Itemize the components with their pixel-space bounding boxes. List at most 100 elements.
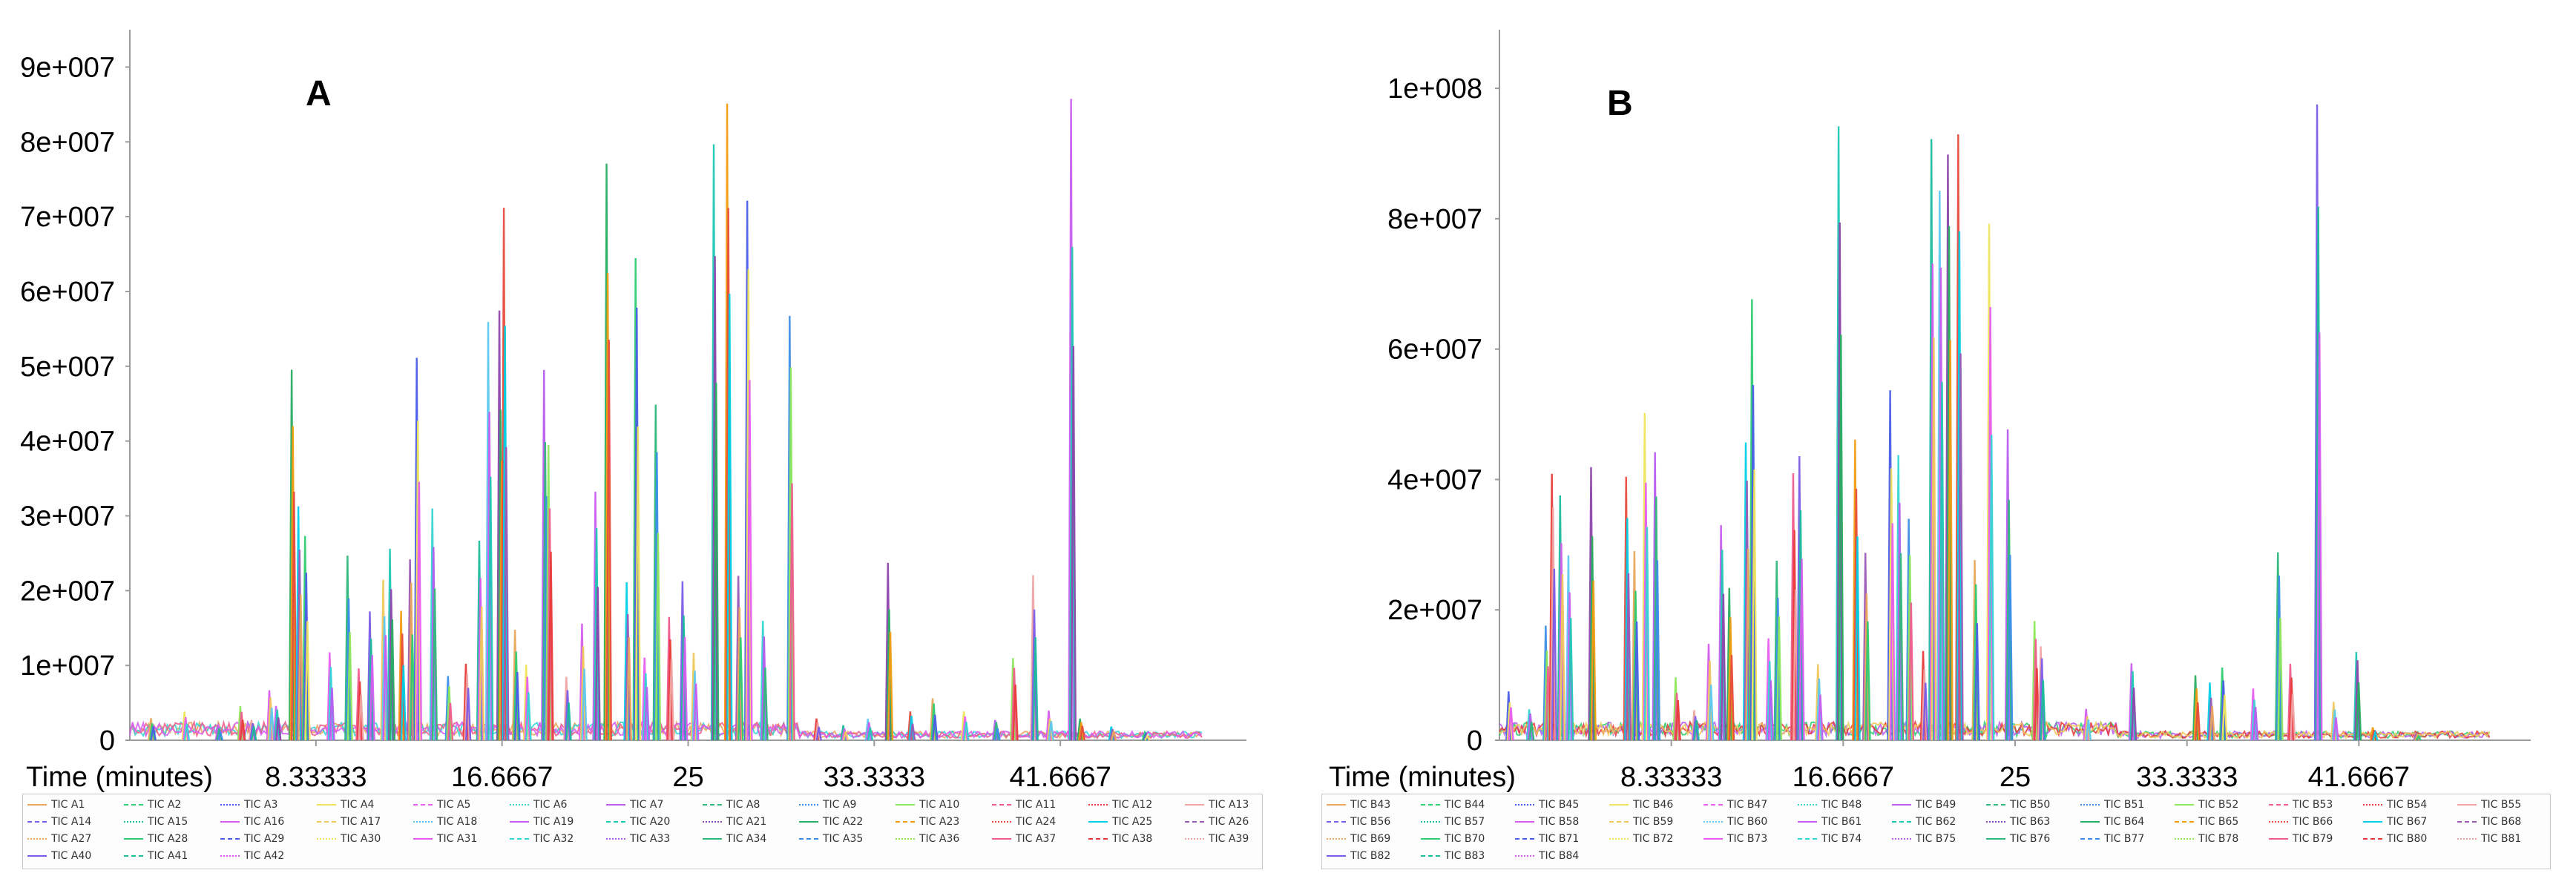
peak-trace (909, 723, 916, 741)
peak-trace (1854, 536, 1861, 741)
peak-trace (1070, 346, 1077, 741)
legend-swatch (27, 855, 47, 857)
legend-swatch (124, 855, 143, 857)
legend-label: TIC B71 (1539, 833, 1580, 845)
legend-label: TIC A28 (148, 833, 188, 845)
legend-swatch (317, 821, 336, 823)
legend-label: TIC A20 (630, 816, 671, 828)
peak-trace (886, 609, 893, 741)
legend-label: TIC A10 (919, 799, 960, 811)
legend-swatch (1798, 821, 1817, 823)
legend-entry: TIC A13 (1185, 798, 1249, 811)
legend-swatch (1609, 804, 1629, 806)
peak-trace (327, 667, 335, 741)
peak-trace (1654, 560, 1661, 741)
legend-label: TIC B74 (1821, 833, 1862, 845)
peak-trace (1728, 655, 1735, 741)
legend-swatch (1986, 838, 2005, 840)
peak-trace (1046, 718, 1054, 741)
peak-trace (525, 692, 532, 741)
peak-trace (1566, 592, 1573, 741)
legend-label: TIC A16 (244, 816, 285, 828)
legend-entry: TIC A20 (606, 815, 670, 829)
legend-swatch (1421, 821, 1440, 823)
legend-label: TIC A12 (1112, 799, 1153, 811)
peak-trace (2372, 728, 2379, 741)
peak-trace (400, 665, 407, 741)
legend-entry: TIC B44 (1421, 798, 1485, 811)
peak-trace (994, 728, 1001, 741)
peak-trace (2195, 702, 2201, 741)
peak-trace (887, 631, 894, 741)
legend-label: TIC B56 (1350, 816, 1391, 828)
peak-trace (345, 598, 352, 741)
legend-entry: TIC B46 (1609, 798, 1673, 811)
peak-trace (1079, 725, 1086, 741)
legend-swatch (992, 804, 1011, 806)
legend-label: TIC B61 (1821, 816, 1862, 828)
legend-entry: TIC B49 (1892, 798, 1956, 811)
legend-label: TIC A37 (1016, 833, 1057, 845)
legend-entry: TIC B63 (1986, 815, 2050, 829)
legend-label: TIC A1 (51, 799, 85, 811)
peak-trace (2354, 660, 2361, 741)
peak-trace (2370, 730, 2377, 741)
peak-trace (1817, 694, 1824, 741)
y-tick-label: 5e+007 (20, 352, 115, 383)
peak-trace (1797, 510, 1804, 741)
chart-a-svg: 0 1e+007 2e+007 3e+007 4e+007 5e+007 6e+007 7e+… (20, 30, 1246, 793)
y-tick-label: 7e+007 (20, 202, 115, 233)
legend-entry: TIC B84 (1515, 849, 1579, 863)
peak-trace (643, 687, 651, 741)
peak-trace (1011, 668, 1018, 741)
peak-trace (1031, 609, 1038, 741)
x-tick-label: 33.3333 (824, 762, 925, 793)
legend-swatch (1327, 855, 1346, 857)
legend-entry: TIC A2 (124, 798, 181, 811)
legend-swatch (1327, 804, 1346, 806)
legend-swatch (1327, 821, 1346, 823)
legend-label: TIC B64 (2104, 816, 2145, 828)
peak-trace (487, 476, 494, 741)
peak-trace (1625, 573, 1632, 741)
legend-swatch (510, 838, 529, 840)
peak-trace (2415, 734, 2422, 741)
peak-trace (1889, 523, 1896, 741)
peak-trace (546, 508, 553, 741)
y-tick-label: 4e+007 (20, 426, 115, 458)
legend-swatch (220, 855, 240, 857)
legend-swatch (124, 838, 143, 840)
peak-trace (267, 697, 274, 741)
peak-trace (736, 607, 743, 741)
x-tick-label: 41.6667 (1009, 762, 1111, 793)
legend-entry: TIC B69 (1327, 832, 1390, 846)
legend-label: TIC B53 (2293, 799, 2333, 811)
legend-label: TIC A38 (1112, 833, 1153, 845)
legend-entry: TIC B53 (2269, 798, 2333, 811)
legend-swatch (606, 804, 625, 806)
legend-swatch (2457, 821, 2477, 823)
legend-entry: TIC B56 (1327, 815, 1390, 829)
legend-label: TIC B75 (1916, 833, 1956, 845)
peak-trace (415, 421, 421, 741)
legend-label: TIC B63 (2010, 816, 2051, 828)
legend-entry: TIC B80 (2363, 832, 2427, 846)
peak-trace (148, 723, 156, 741)
peak-trace (1590, 580, 1597, 741)
legend-swatch (1609, 821, 1629, 823)
legend-label: TIC A33 (630, 833, 671, 845)
legend-label: TIC A3 (244, 799, 278, 811)
peak-trace (1907, 555, 1913, 741)
legend-swatch (1421, 838, 1440, 840)
legend-entry: TIC A29 (220, 832, 284, 846)
y-tick-label: 6e+007 (1387, 335, 1482, 366)
peak-trace (269, 708, 275, 741)
peak-trace (1888, 468, 1895, 741)
peak-trace (654, 452, 660, 741)
legend-entry: TIC A1 (27, 798, 85, 811)
legend-swatch (2457, 838, 2477, 840)
legend-b: TIC B43 TIC B44 TIC B45 TIC B46 TIC B47 TIC B… (1321, 794, 2551, 869)
legend-entry: TIC B76 (1986, 832, 2050, 846)
legend-entry: TIC B67 (2363, 815, 2427, 829)
peak-trace (524, 676, 530, 741)
